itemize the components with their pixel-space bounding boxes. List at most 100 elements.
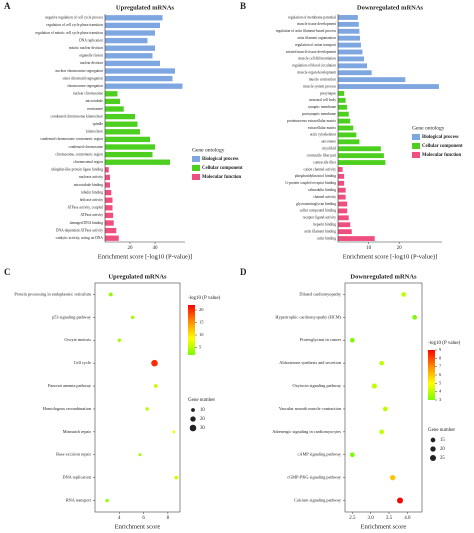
bar xyxy=(338,63,368,69)
bar xyxy=(338,215,349,221)
legend-swatch xyxy=(192,156,200,162)
colorbar-tick-label: 15 xyxy=(199,320,204,325)
y-tick-label: actin cytoskeleton xyxy=(310,133,336,137)
colorbar xyxy=(188,305,195,355)
y-tick-label: neuronal cell body xyxy=(309,98,336,102)
y-tick-label: chromosome, centromeric region xyxy=(55,152,103,157)
y-tick-label: DNA-dependent ATPase activity xyxy=(56,228,103,232)
plot-frame xyxy=(94,282,181,513)
x-axis-title: Enrichment score [-log10 (P-value)] xyxy=(98,253,192,260)
colorbar-tick-label: 4 xyxy=(439,389,442,394)
bar xyxy=(338,132,357,138)
bar xyxy=(338,70,372,76)
y-tick-label: Vascular smooth muscle contraction xyxy=(279,406,342,411)
dot xyxy=(389,474,396,481)
y-tick-label: Proteoglycans in cancer xyxy=(300,337,342,342)
size-legend-dot xyxy=(430,455,436,461)
bar xyxy=(338,77,406,83)
panel-title: Downregulated mRNAs xyxy=(350,273,417,280)
bar xyxy=(105,136,150,143)
bar xyxy=(338,91,345,96)
colorbar-tick-label: 10 xyxy=(199,332,204,337)
y-tick-label: nuclear chromosome segregation xyxy=(56,69,104,73)
bar xyxy=(338,21,359,27)
size-legend-title: Gene number xyxy=(188,398,215,403)
legend-swatch xyxy=(192,165,200,171)
bar xyxy=(338,104,348,110)
y-tick-label: sulfur compound binding xyxy=(300,209,337,213)
y-tick-label: Fanconi anemia pathway xyxy=(48,383,92,388)
size-legend-label: 30 xyxy=(200,426,205,431)
plot-frame xyxy=(344,282,423,513)
y-tick-label: proteinaceous extracellular matrix xyxy=(287,119,336,123)
bar xyxy=(105,159,170,165)
bar xyxy=(105,144,155,150)
dot xyxy=(151,359,158,367)
dot xyxy=(145,407,149,411)
dot xyxy=(108,292,113,297)
y-tick-label: chromosomal region xyxy=(73,160,103,164)
bar xyxy=(105,60,160,67)
colorbar-tick-label: 5 xyxy=(199,345,202,350)
panel-label: C xyxy=(4,267,11,277)
y-tick-label: helicase activity xyxy=(80,198,103,202)
x-tick-label: 3.5 xyxy=(386,516,393,521)
bar xyxy=(105,129,140,135)
legend-label: Biological process xyxy=(202,157,239,162)
x-axis-title: Enrichment score xyxy=(115,523,161,530)
y-tick-label: Hypertrophic cardiomyopathy (HCM) xyxy=(275,314,341,319)
y-tick-label: RNA transport xyxy=(66,498,92,503)
y-tick-label: postsynaptic membrane xyxy=(302,112,336,116)
panel-title: Upregulated mRNAs xyxy=(116,4,175,11)
y-tick-label: presynapse xyxy=(320,91,336,95)
bar xyxy=(338,229,352,235)
y-tick-label: DNA replication xyxy=(62,475,91,480)
y-tick-label: striated muscle tissue development xyxy=(286,50,336,54)
bar xyxy=(105,205,113,211)
size-legend-label: 20 xyxy=(200,417,205,422)
y-tick-label: Base excision repair xyxy=(56,452,91,457)
legend-label: Molecular function xyxy=(202,175,242,180)
y-tick-label: channel activity xyxy=(313,195,336,199)
bar xyxy=(105,98,120,105)
bar xyxy=(105,212,114,219)
colorbar-tick-label: 7 xyxy=(439,364,442,369)
y-tick-label: sarcomere xyxy=(321,140,336,144)
bar xyxy=(338,222,351,228)
panel-title: Downregulated mRNAs xyxy=(357,4,424,11)
panel-label: B xyxy=(240,1,246,11)
bar xyxy=(338,167,343,172)
y-tick-label: actin filament organization xyxy=(297,36,336,40)
bar xyxy=(338,35,361,41)
dot xyxy=(117,338,121,342)
bar xyxy=(105,235,119,241)
y-tick-label: regulation of blood circulation xyxy=(292,64,336,68)
dot xyxy=(412,315,417,320)
y-tick-label: tubulin binding xyxy=(81,190,103,194)
y-tick-label: muscle system process xyxy=(303,84,336,88)
bar xyxy=(338,160,386,165)
dot xyxy=(138,453,142,457)
y-tick-label: contractile fiber xyxy=(313,160,337,164)
bar xyxy=(338,173,345,179)
size-legend-dot xyxy=(430,437,436,443)
legend-title: Gene ontology xyxy=(412,125,445,131)
legend-swatch xyxy=(412,152,420,158)
y-tick-label: p53 signaling pathway xyxy=(52,314,92,319)
y-tick-label: regulation of cell cycle phase transitio… xyxy=(46,23,103,27)
size-legend-dot xyxy=(191,408,195,412)
dot xyxy=(379,360,384,366)
y-tick-label: calmodulin binding xyxy=(308,188,336,192)
legend-label: Cellular component xyxy=(422,144,463,149)
size-legend-dot xyxy=(190,416,196,422)
x-tick-label: 40 xyxy=(153,246,159,251)
y-tick-label: condensed chromosome centromeric region xyxy=(40,137,103,141)
bar xyxy=(338,125,354,131)
y-tick-label: actin binding xyxy=(317,236,336,240)
y-tick-label: cation channel activity xyxy=(303,167,336,171)
y-tick-label: spindle xyxy=(93,122,104,126)
bar xyxy=(105,15,163,21)
y-tick-label: microtubule xyxy=(86,99,104,103)
colorbar-title: -log10 (P value) xyxy=(188,296,221,301)
y-tick-label: Protein processing in endoplasmic reticu… xyxy=(14,291,91,296)
